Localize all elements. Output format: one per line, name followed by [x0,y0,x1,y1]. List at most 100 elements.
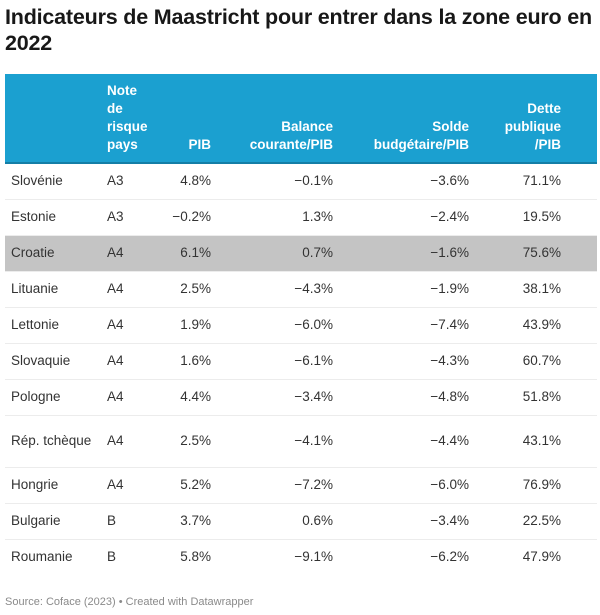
cell-country: Croatie [5,235,101,272]
column-header-balance[interactable]: Balance courante/PIB [217,74,339,164]
cell-pib: 4.4% [161,379,217,416]
cell-note: A4 [101,379,161,416]
cell-pib: 1.6% [161,343,217,380]
row-spacer [567,343,597,380]
cell-dette: 47.9% [522,549,561,565]
row-spacer [567,539,597,575]
header-row: Note de risque pays PIB Balance courante… [5,74,597,164]
cell-solde: −7.4% [339,307,475,344]
cell-dette: 43.1% [475,415,567,468]
cell-balance: −6.0% [217,307,339,344]
cell-solde: −3.4% [339,503,475,540]
cell-country: Roumanie [11,549,73,565]
header-spacer [567,74,597,164]
column-header-solde[interactable]: Solde budgétaire/PIB [339,74,475,164]
row-spacer [567,503,597,540]
cell-dette: 51.8% [475,379,567,416]
row-spacer [567,379,597,416]
cell-country: Bulgarie [5,503,101,540]
table-row: Croatie A4 6.1% 0.7% −1.6% 75.6% [5,235,597,272]
cell-solde: −6.2% [430,549,469,565]
cell-note: B [107,549,117,565]
chart-title: Indicateurs de Maastricht pour entrer da… [5,5,592,55]
cell-solde: −3.6% [339,163,475,200]
cell-balance: −4.3% [217,271,339,308]
cell-dette: 19.5% [475,199,567,236]
row-spacer [567,271,597,308]
cell-country: Lituanie [5,271,101,308]
cell-solde: −1.6% [339,235,475,272]
row-spacer [567,235,597,272]
cell-country: Rép. tchèque [5,415,101,468]
cell-balance: −6.1% [217,343,339,380]
row-spacer [567,199,597,236]
table-row: Slovaquie A4 1.6% −6.1% −4.3% 60.7% [5,343,597,380]
cell-dette: 60.7% [475,343,567,380]
table-row: Roumanie B 5.8% −9.1% −6.2% 47.9% [5,539,597,575]
row-spacer [567,415,597,468]
cell-solde: −1.9% [339,271,475,308]
cell-country: Estonie [5,199,101,236]
column-header-dette[interactable]: Dette publique /PIB [475,74,567,164]
cell-note: A4 [101,271,161,308]
cell-balance: 0.6% [217,503,339,540]
source-footer: Source: Coface (2023) • Created with Dat… [5,596,254,608]
cell-balance: −9.1% [294,549,333,565]
cell-note: A4 [101,235,161,272]
cell-country: Lettonie [5,307,101,344]
cell-pib: 1.9% [161,307,217,344]
cell-note: A4 [101,307,161,344]
table-row: Slovénie A3 4.8% −0.1% −3.6% 71.1% [5,163,597,200]
row-spacer [567,467,597,504]
cell-balance: −3.4% [217,379,339,416]
cell-pib: −0.2% [161,199,217,236]
cell-balance: 0.7% [217,235,339,272]
cell-solde: −6.0% [339,467,475,504]
cell-pib: 5.2% [161,467,217,504]
cell-country: Hongrie [5,467,101,504]
cell-country: Slovénie [5,163,101,200]
table-row: Estonie A3 −0.2% 1.3% −2.4% 19.5% [5,199,597,236]
cell-solde: −4.4% [339,415,475,468]
cell-balance: −4.1% [217,415,339,468]
cell-note: A4 [101,467,161,504]
cell-dette: 76.9% [475,467,567,504]
data-table: Note de risque pays PIB Balance courante… [5,74,597,575]
table-row: Lettonie A4 1.9% −6.0% −7.4% 43.9% [5,307,597,344]
cell-solde: −2.4% [339,199,475,236]
table-row: Rép. tchèque A4 2.5% −4.1% −4.4% 43.1% [5,415,597,468]
column-header-country[interactable] [5,74,101,164]
column-header-pib[interactable]: PIB [161,74,217,164]
cell-note: A3 [101,199,161,236]
cell-dette: 43.9% [475,307,567,344]
cell-note: B [101,503,161,540]
cell-balance: 1.3% [217,199,339,236]
row-spacer [567,163,597,200]
cell-balance: −0.1% [217,163,339,200]
cell-solde: −4.8% [339,379,475,416]
cell-country: Pologne [5,379,101,416]
cell-pib: 4.8% [161,163,217,200]
cell-pib: 2.5% [161,415,217,468]
cell-pib: 3.7% [161,503,217,540]
cell-pib: 2.5% [161,271,217,308]
cell-note: A4 [101,415,161,468]
cell-dette: 22.5% [475,503,567,540]
cell-country: Slovaquie [5,343,101,380]
cell-solde: −4.3% [339,343,475,380]
cell-note: A4 [101,343,161,380]
table-body: Slovénie A3 4.8% −0.1% −3.6% 71.1% Estonie A3 −0… [5,163,597,575]
cell-pib: 6.1% [161,235,217,272]
cell-dette: 71.1% [475,163,567,200]
table-row: Bulgarie B 3.7% 0.6% −3.4% 22.5% [5,503,597,540]
cell-pib: 5.8% [180,549,211,565]
cell-note: A3 [101,163,161,200]
row-spacer [567,307,597,344]
table-row: Pologne A4 4.4% −3.4% −4.8% 51.8% [5,379,597,416]
table-row: Hongrie A4 5.2% −7.2% −6.0% 76.9% [5,467,597,504]
cell-dette: 38.1% [475,271,567,308]
column-header-note[interactable]: Note de risque pays [101,74,161,164]
table-row: Lituanie A4 2.5% −4.3% −1.9% 38.1% [5,271,597,308]
cell-dette: 75.6% [475,235,567,272]
cell-balance: −7.2% [217,467,339,504]
